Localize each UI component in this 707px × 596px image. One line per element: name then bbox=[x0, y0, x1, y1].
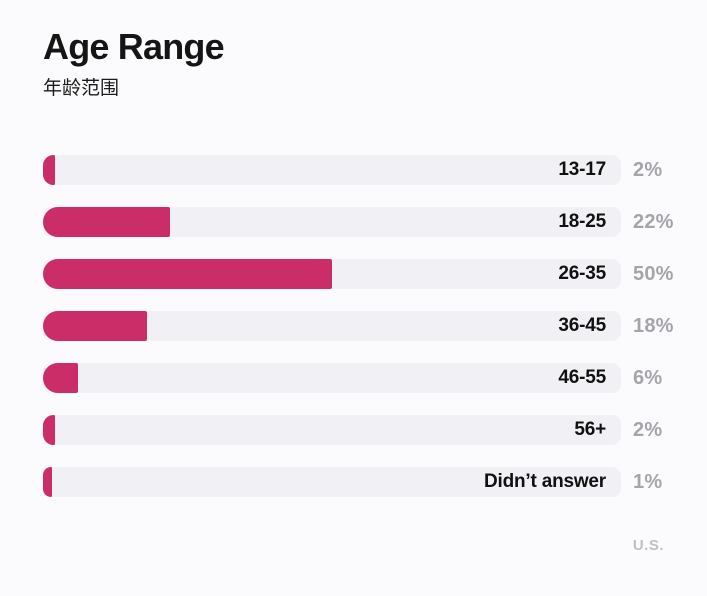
bar-row: 13-17 2% bbox=[43, 155, 703, 185]
bar-percent-label: 18% bbox=[633, 314, 674, 337]
page-subtitle-chinese: 年龄范围 bbox=[43, 78, 120, 99]
bar-fill bbox=[43, 155, 55, 185]
bar-category-label: 26-35 bbox=[558, 263, 606, 284]
bar-fill bbox=[43, 467, 52, 497]
bar-percent-label: 6% bbox=[633, 366, 663, 389]
bar-percent-label: 2% bbox=[633, 158, 663, 181]
bar-row: 36-45 18% bbox=[43, 311, 703, 341]
bar-track: 18-25 bbox=[43, 207, 621, 237]
bar-track: 26-35 bbox=[43, 259, 621, 289]
bar-category-label: Didn’t answer bbox=[484, 471, 606, 492]
bar-fill bbox=[43, 363, 78, 393]
bar-row: 56+ 2% bbox=[43, 415, 703, 445]
bar-fill bbox=[43, 207, 171, 237]
page-title: Age Range bbox=[43, 26, 225, 67]
bar-percent-label: 50% bbox=[633, 262, 674, 285]
bar-fill bbox=[43, 311, 148, 341]
bar-category-label: 56+ bbox=[574, 419, 606, 440]
bar-category-label: 36-45 bbox=[558, 315, 606, 336]
bar-percent-label: 22% bbox=[633, 210, 674, 233]
bar-category-label: 13-17 bbox=[558, 159, 606, 180]
bar-row: 46-55 6% bbox=[43, 363, 703, 393]
bar-category-label: 18-25 bbox=[558, 211, 606, 232]
bar-percent-label: 1% bbox=[633, 470, 663, 493]
bar-category-label: 46-55 bbox=[558, 367, 606, 388]
bar-row: 26-35 50% bbox=[43, 259, 703, 289]
bar-percent-label: 2% bbox=[633, 418, 663, 441]
bar-track: 46-55 bbox=[43, 363, 621, 393]
source-label: U.S. bbox=[632, 537, 664, 554]
bar-track: 56+ bbox=[43, 415, 621, 445]
bar-chart: 13-17 2% 18-25 22% 26-35 50% 36-45 18% 46-55 6% 56… bbox=[43, 155, 703, 497]
bar-track: 13-17 bbox=[43, 155, 621, 185]
bar-track: 36-45 bbox=[43, 311, 621, 341]
bar-fill bbox=[43, 415, 55, 445]
bar-fill bbox=[43, 259, 332, 289]
bar-track: Didn’t answer bbox=[43, 467, 621, 497]
bar-row: Didn’t answer 1% bbox=[43, 467, 703, 497]
bar-row: 18-25 22% bbox=[43, 207, 703, 237]
